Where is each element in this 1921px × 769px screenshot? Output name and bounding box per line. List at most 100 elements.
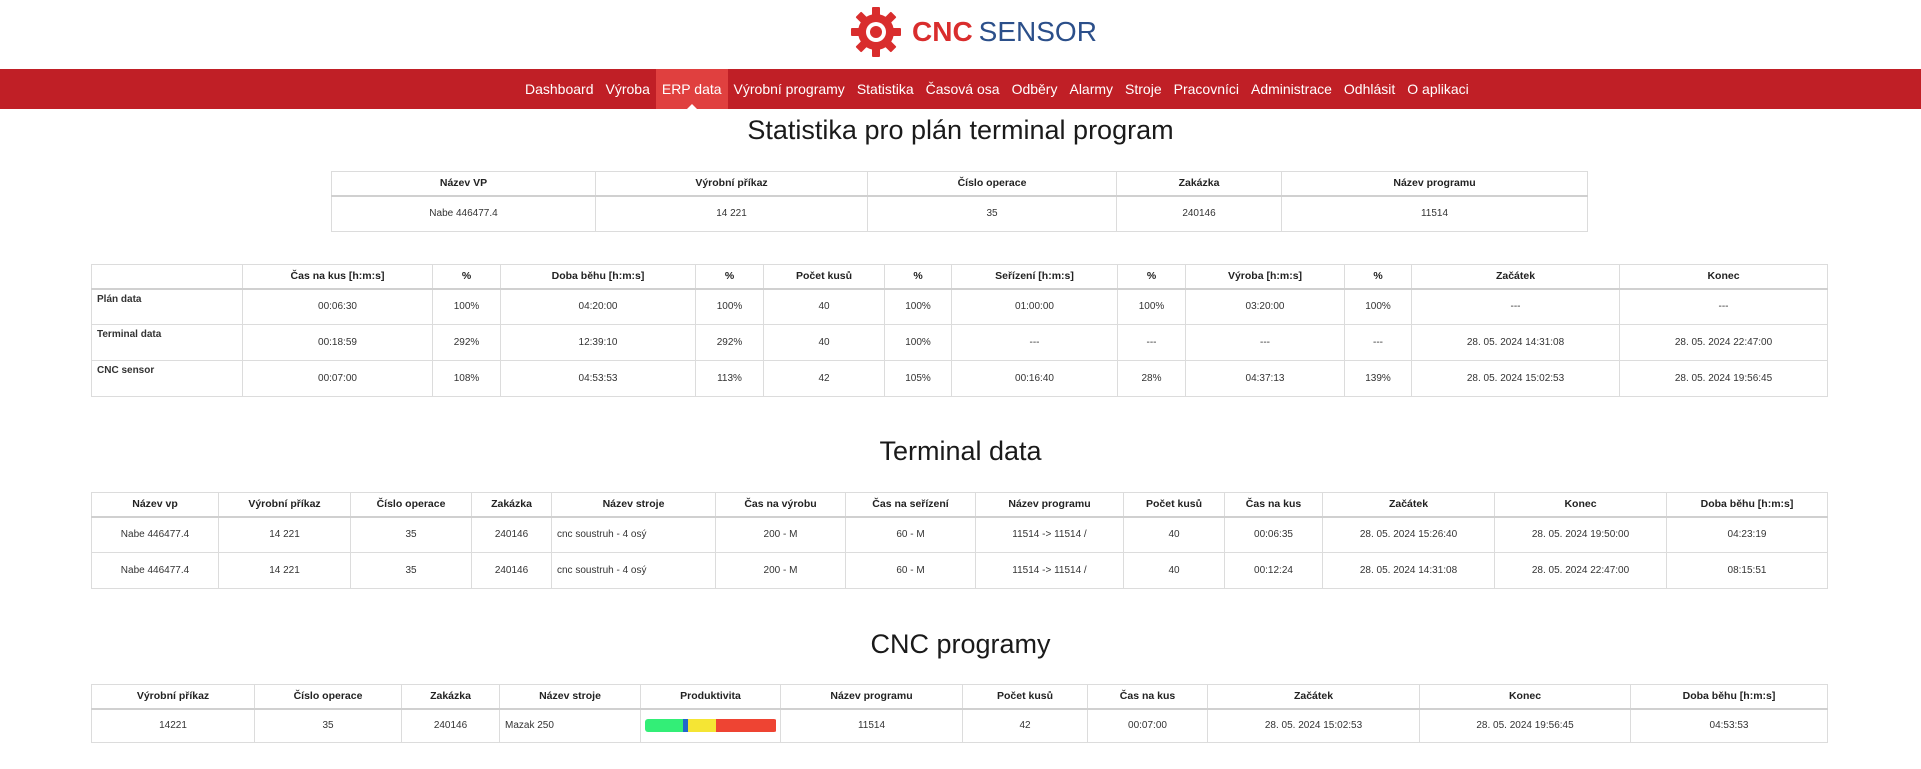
terminal-cell: 28. 05. 2024 22:47:00 bbox=[1494, 552, 1667, 589]
cnc-header: Konec bbox=[1419, 684, 1631, 709]
stats-cell: 01:00:00 bbox=[951, 288, 1118, 325]
terminal-cell: 200 - M bbox=[715, 552, 846, 589]
productivity-segment bbox=[682, 719, 689, 733]
stats-cell: --- bbox=[1344, 324, 1412, 361]
terminal-header: Konec bbox=[1494, 492, 1667, 517]
table-row: Plán data 00:06:30 100% 04:20:00 100% 40 100% 0… bbox=[91, 288, 1828, 325]
terminal-cell: 40 bbox=[1123, 516, 1225, 553]
stats-cell: 40 bbox=[763, 324, 885, 361]
plan-table: Název VP Výrobní příkaz Číslo operace Za… bbox=[331, 171, 1588, 232]
terminal-cell: cnc soustruh - 4 osý bbox=[551, 552, 716, 589]
terminal-table: Název vp Výrobní příkaz Číslo operace Zakáz… bbox=[91, 492, 1828, 589]
brand-logo: CNC SENSOR bbox=[850, 6, 1097, 58]
nav-item-erp-data[interactable]: ERP data bbox=[655, 69, 728, 109]
terminal-cell: 11514 -> 11514 / bbox=[975, 516, 1124, 553]
terminal-cell: 00:12:24 bbox=[1224, 552, 1323, 589]
stats-cell: --- bbox=[1411, 288, 1620, 325]
nav-item-o-aplikaci[interactable]: O aplikaci bbox=[1407, 81, 1469, 97]
stats-header: % bbox=[884, 264, 952, 289]
cnc-header: Počet kusů bbox=[962, 684, 1088, 709]
plan-header-row: Název VP Výrobní příkaz Číslo operace Za… bbox=[331, 171, 1588, 196]
stats-cell: 04:20:00 bbox=[500, 288, 696, 325]
stats-cell: 40 bbox=[763, 288, 885, 325]
terminal-cell: cnc soustruh - 4 osý bbox=[551, 516, 716, 553]
stats-cell: 292% bbox=[695, 324, 764, 361]
terminal-header: Čas na seřízení bbox=[845, 492, 976, 517]
stats-header: Začátek bbox=[1411, 264, 1620, 289]
nav-item-statistika[interactable]: Statistika bbox=[856, 81, 914, 97]
nav-item-casova-osa[interactable]: Časová osa bbox=[925, 81, 1000, 97]
plan-cell: 240146 bbox=[1116, 195, 1282, 232]
terminal-cell: 240146 bbox=[471, 516, 552, 553]
stats-cell: 292% bbox=[432, 324, 501, 361]
plan-header: Název VP bbox=[331, 171, 596, 196]
nav-item-odhlasit[interactable]: Odhlásit bbox=[1343, 81, 1396, 97]
terminal-header: Čas na kus bbox=[1224, 492, 1323, 517]
productivity-segment bbox=[688, 719, 716, 733]
brand-cnc: CNC bbox=[912, 16, 973, 47]
cnc-table: Výrobní příkaz Číslo operace Zakázka Název … bbox=[91, 684, 1828, 743]
stats-cell: --- bbox=[1117, 324, 1186, 361]
table-row: Terminal data 00:18:59 292% 12:39:10 292% 40 1… bbox=[91, 324, 1828, 361]
stats-header: % bbox=[695, 264, 764, 289]
nav-item-odbery[interactable]: Odběry bbox=[1011, 81, 1058, 97]
gear-logo-icon bbox=[851, 7, 901, 57]
stats-cell: --- bbox=[951, 324, 1118, 361]
table-row: 14221 35 240146 Mazak 250 11514 42 00:07… bbox=[91, 708, 1828, 743]
cnc-header: Zakázka bbox=[401, 684, 500, 709]
cnc-header: Doba běhu [h:m:s] bbox=[1630, 684, 1828, 709]
productivity-segment bbox=[644, 719, 683, 733]
stats-cell: 28. 05. 2024 15:02:53 bbox=[1411, 360, 1620, 397]
plan-header: Číslo operace bbox=[867, 171, 1117, 196]
nav-item-alarmy[interactable]: Alarmy bbox=[1069, 81, 1114, 97]
productivity-bar bbox=[644, 719, 777, 733]
cnc-header: Výrobní příkaz bbox=[91, 684, 255, 709]
cnc-stroj: Mazak 250 bbox=[499, 708, 641, 743]
stats-header: Čas na kus [h:m:s] bbox=[242, 264, 433, 289]
terminal-header: Začátek bbox=[1322, 492, 1495, 517]
cnc-cas-kus: 00:07:00 bbox=[1087, 708, 1208, 743]
terminal-cell: 240146 bbox=[471, 552, 552, 589]
terminal-cell: 00:06:35 bbox=[1224, 516, 1323, 553]
cnc-header: Název programu bbox=[780, 684, 963, 709]
stats-row-label: Plán data bbox=[91, 288, 243, 325]
nav-menu: Dashboard Výroba ERP data Výrobní programy S… bbox=[519, 69, 1475, 109]
cnc-header: Číslo operace bbox=[254, 684, 402, 709]
stats-header bbox=[91, 264, 243, 289]
brand-sensor: SENSOR bbox=[978, 16, 1097, 47]
terminal-cell: 35 bbox=[350, 552, 472, 589]
cnc-operace: 35 bbox=[254, 708, 402, 743]
stats-row-label: Terminal data bbox=[91, 324, 243, 361]
stats-cell: 100% bbox=[432, 288, 501, 325]
productivity-segment bbox=[715, 719, 777, 733]
stats-cell: 42 bbox=[763, 360, 885, 397]
stats-cell: 28. 05. 2024 19:56:45 bbox=[1619, 360, 1828, 397]
stats-header: Konec bbox=[1619, 264, 1828, 289]
cnc-produktivita-cell bbox=[640, 708, 781, 743]
nav-item-vyroba[interactable]: Výroba bbox=[605, 81, 650, 97]
stats-cell: 04:53:53 bbox=[500, 360, 696, 397]
plan-header: Zakázka bbox=[1116, 171, 1282, 196]
stats-header-row: Čas na kus [h:m:s]% Doba běhu [h:m:s]% Poč… bbox=[91, 264, 1828, 289]
nav-item-pracovnici[interactable]: Pracovníci bbox=[1173, 81, 1239, 97]
terminal-header: Čas na výrobu bbox=[715, 492, 846, 517]
stats-cell: 108% bbox=[432, 360, 501, 397]
nav-item-administrace[interactable]: Administrace bbox=[1250, 81, 1332, 97]
nav-item-vyrobni-programy[interactable]: Výrobní programy bbox=[733, 81, 845, 97]
stats-cell: 113% bbox=[695, 360, 764, 397]
plan-header: Výrobní příkaz bbox=[595, 171, 868, 196]
cnc-kusy: 42 bbox=[962, 708, 1088, 743]
nav-item-stroje[interactable]: Stroje bbox=[1125, 81, 1162, 97]
plan-cell: 14 221 bbox=[595, 195, 868, 232]
terminal-header: Doba běhu [h:m:s] bbox=[1666, 492, 1828, 517]
stats-header: Seřízení [h:m:s] bbox=[951, 264, 1118, 289]
nav-item-dashboard[interactable]: Dashboard bbox=[525, 81, 594, 97]
table-row: CNC sensor 00:07:00 108% 04:53:53 113% 42 105%… bbox=[91, 360, 1828, 397]
stats-header: % bbox=[432, 264, 501, 289]
stats-row-label: CNC sensor bbox=[91, 360, 243, 397]
stats-header: % bbox=[1344, 264, 1412, 289]
terminal-cell: 08:15:51 bbox=[1666, 552, 1828, 589]
stats-cell: 04:37:13 bbox=[1185, 360, 1345, 397]
stats-cell: 00:18:59 bbox=[242, 324, 433, 361]
cnc-header: Název stroje bbox=[499, 684, 641, 709]
